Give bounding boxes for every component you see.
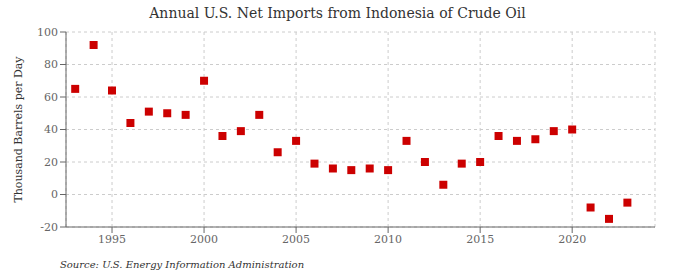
svg-text:2015: 2015	[466, 233, 494, 246]
svg-text:80: 80	[44, 58, 58, 71]
svg-text:0: 0	[51, 188, 58, 201]
svg-text:1995: 1995	[98, 233, 126, 246]
svg-text:100: 100	[37, 26, 58, 39]
svg-text:20: 20	[44, 156, 58, 169]
svg-text:60: 60	[44, 91, 58, 104]
svg-text:-20: -20	[40, 221, 58, 234]
html-text:Source: U.S. Energy Informatio: Source: U.S. Energy Information Administ…	[60, 259, 305, 270]
svg-text:2010: 2010	[374, 233, 402, 246]
svg-text:2000: 2000	[190, 233, 218, 246]
svg-text:Thousand Barrels per Day: Thousand Barrels per Day	[12, 56, 25, 203]
html-text:Annual U.S. Net Imports from I: Annual U.S. Net Imports from Indonesia o…	[149, 5, 526, 21]
svg-text:2020: 2020	[558, 233, 586, 246]
svg-text:40: 40	[44, 123, 58, 136]
svg-text:2005: 2005	[282, 233, 310, 246]
